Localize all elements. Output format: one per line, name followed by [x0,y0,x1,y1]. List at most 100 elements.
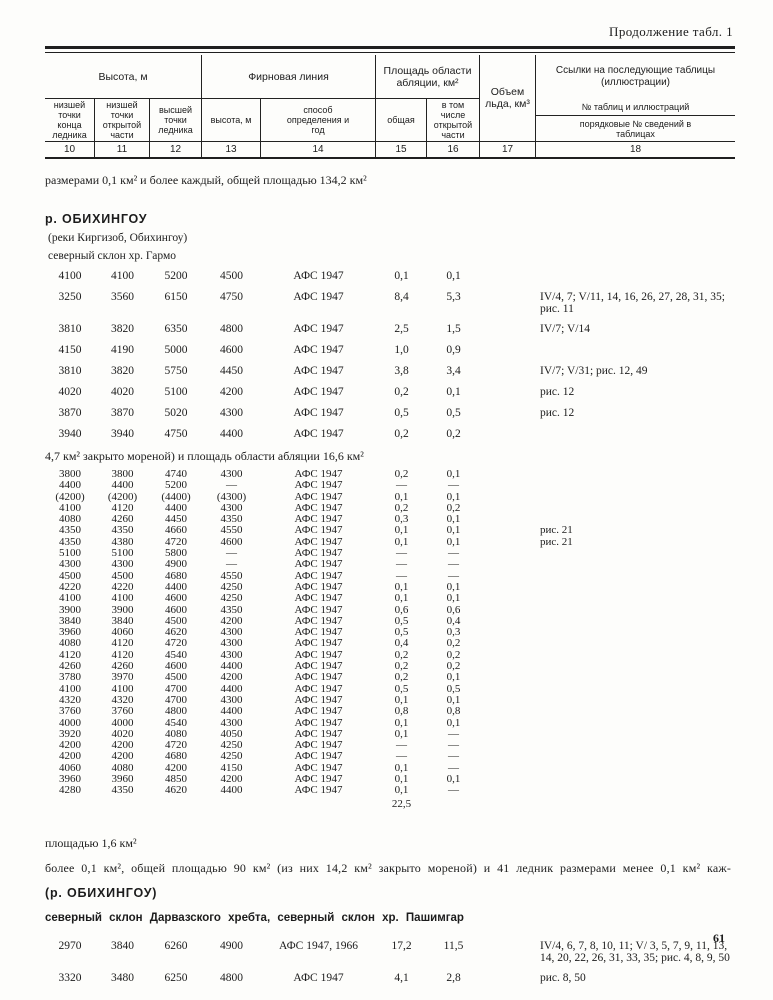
cell-col-11: 4400 [111,479,134,492]
cell-col-15: — [396,739,407,752]
cell-col-18 [536,344,735,357]
cell-col-14: АФС 1947 [294,592,343,605]
table-row: 4060 4080 4200 4150 АФС 1947 0,1 — [45,761,735,774]
cell-col-16: 2,8 [446,971,461,984]
table-row: 3940 3940 4750 4400 АФС 1947 0,2 0,2 [45,428,735,441]
cell-col-12: 4720 [165,637,187,650]
subcolumn-open-part-area: в том числе открытой части [427,99,480,141]
cell-col-12: 4700 [165,693,187,706]
cell-col-18 [536,582,735,593]
cell-col-13: 4800 [220,971,243,984]
cell-col-11: 4120 [111,637,134,650]
cell-col-15: 0,3 [394,513,409,526]
cell-col-10: 4220 [59,580,81,593]
cell-col-15: 0,5 [394,626,409,639]
column-number-12: 12 [150,141,202,157]
note-line: площадью 1,6 км² [45,835,137,850]
cell-col-11: 4100 [111,270,134,282]
cell-col-14: АФС 1947 [294,580,343,593]
cell-col-15: 0,1 [394,761,409,774]
cell-col-17 [480,763,536,774]
column-number-14: 14 [261,141,376,157]
cell-col-10: 3250 [58,291,82,303]
cell-col-15: 0,1 [394,270,409,282]
cell-col-10: 3940 [58,428,82,440]
cell-col-11: 4020 [111,386,134,398]
cell-col-12: 4740 [165,468,187,480]
cell-col-12: 4600 [165,592,187,605]
cell-col-12: 5000 [164,344,188,356]
cell-col-12: 4450 [165,513,187,526]
cell-col-12: 4540 [165,648,187,661]
cell-col-17 [480,559,536,570]
cell-col-12: 5200 [165,479,187,492]
cell-col-13: 4250 [220,592,243,605]
cell-col-10: 4350 [59,535,81,548]
cell-col-12: 4600 [165,660,187,673]
cell-col-16: 0,1 [446,270,461,282]
cell-col-14: АФС 1947 [293,971,344,984]
cell-col-10: (4200) [55,490,85,503]
cell-col-16: 0,1 [446,490,461,503]
cell-col-14: АФС 1947 [293,270,344,282]
cell-col-16: 0,9 [446,344,461,356]
cell-col-12: 4500 [165,614,187,627]
table-row: 4200 4200 4680 4250 АФС 1947 — — [45,751,735,763]
cell-col-18: рис. 8, 50 [540,971,586,984]
cell-col-10: 3760 [59,705,81,718]
cell-col-14: АФС 1947 [294,468,343,480]
column-ice-volume: Объем льда, км³ [480,55,536,141]
cell-col-15: 0,2 [394,428,409,440]
cell-col-18: рис. 12 [540,386,575,398]
references-title: Ссылки на последующие таблицы (иллюстрац… [555,65,716,88]
cell-col-15: 17,2 [391,939,412,952]
cell-col-11: 4100 [111,592,134,605]
cell-col-16: 0,2 [446,428,461,440]
cell-col-15: 0,1 [394,580,409,593]
subcolumn-highest-point: высшей точки ледника [150,99,202,141]
cell-col-15: 2,5 [394,323,409,335]
cell-col-16: 1,5 [446,323,461,335]
cell-col-17 [480,616,536,627]
table-row: 3960 4060 4620 4300 АФС 1947 0,5 0,3 [45,626,735,639]
cell-col-18 [536,661,735,672]
cell-col-17 [480,718,536,729]
cell-empty [45,799,95,810]
cell-col-15: 0,2 [394,671,409,684]
cell-col-12: 5100 [164,386,188,398]
cell-col-18 [536,763,735,774]
column-number-16: 16 [427,141,480,157]
cell-col-10: 4100 [59,592,81,605]
note-line: 4,7 км² закрыто мореной) и площадь облас… [45,449,364,463]
cell-col-18 [536,469,735,480]
cell-col-17 [480,270,536,283]
cell-col-10: 3800 [59,468,81,480]
cell-col-13: — [226,558,237,571]
cell-col-13: 4300 [220,648,243,661]
column-group-firn-line: Фирновая линия [202,55,376,99]
cell-col-17 [480,940,536,964]
cell-col-18 [536,571,735,582]
cell-col-11: 3970 [111,671,134,684]
note-line: более 0,1 км², общей площадью 90 км² (из… [45,860,732,875]
cell-col-17 [480,323,536,336]
sub-line: северный склон хр. Гармо [48,250,177,262]
cell-col-13: 4550 [220,524,243,537]
cell-col-12: 5750 [164,365,188,377]
cell-col-12: 5200 [164,270,188,282]
cell-col-14: АФС 1947 [294,524,343,537]
cell-col-17 [480,695,536,706]
cell-col-15: 0,1 [394,693,409,706]
cell-col-13: — [226,479,237,492]
cell-col-16: 0,5 [446,407,461,419]
table-row: 2970 3840 6260 4900 АФС 1947, 1966 17,2 11,5 IV… [45,940,735,964]
cell-col-11: 4020 [111,727,134,740]
cell-col-18 [536,593,735,604]
cell-col-10: 3870 [58,407,82,419]
cell-col-12: 4680 [165,569,187,582]
cell-col-10: 2970 [58,939,82,952]
cell-col-15: 0,4 [394,637,409,650]
cell-col-18: IV/7; V/14 [540,323,590,335]
cell-col-13: 4200 [220,671,243,684]
cell-col-12: 6260 [164,939,188,952]
